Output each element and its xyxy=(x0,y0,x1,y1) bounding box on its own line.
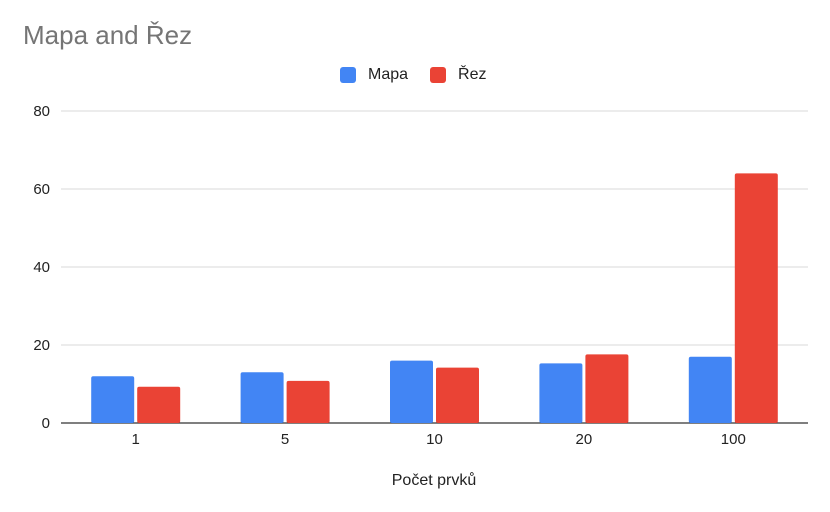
legend: Mapa Řez xyxy=(340,66,508,84)
x-tick-label: 5 xyxy=(281,431,289,448)
x-tick-label: 10 xyxy=(426,431,443,448)
y-tick-label: 80 xyxy=(33,103,50,120)
bar-rez-100[interactable] xyxy=(734,173,778,423)
bar-mapa-10[interactable] xyxy=(390,360,433,423)
bar-rez-1[interactable] xyxy=(137,386,181,423)
y-tick-label: 60 xyxy=(33,181,50,198)
x-tick-label: 1 xyxy=(132,431,140,448)
y-tick-label: 0 xyxy=(42,415,50,432)
bar-rez-10[interactable] xyxy=(436,367,479,423)
legend-item-mapa[interactable]: Mapa xyxy=(340,66,408,84)
x-axis-title: Počet prvků xyxy=(391,472,477,489)
bar-mapa-1[interactable] xyxy=(91,376,135,423)
legend-label-rez: Řez xyxy=(458,66,487,83)
x-tick-label: 100 xyxy=(721,431,746,448)
y-tick-label: 40 xyxy=(33,259,50,276)
bar-mapa-20[interactable] xyxy=(539,363,583,423)
legend-swatch-mapa xyxy=(340,67,356,83)
bar-mapa-5[interactable] xyxy=(240,372,284,423)
x-tick-label: 20 xyxy=(576,431,593,448)
chart-title: Mapa and Řez xyxy=(23,20,193,50)
bar-rez-5[interactable] xyxy=(286,380,330,423)
legend-label-mapa: Mapa xyxy=(368,66,409,83)
bar-mapa-100[interactable] xyxy=(688,356,732,423)
legend-swatch-rez xyxy=(430,67,447,83)
y-tick-label: 20 xyxy=(33,337,50,354)
bar-rez-20[interactable] xyxy=(585,354,629,423)
legend-item-rez[interactable]: Řez xyxy=(430,66,486,84)
